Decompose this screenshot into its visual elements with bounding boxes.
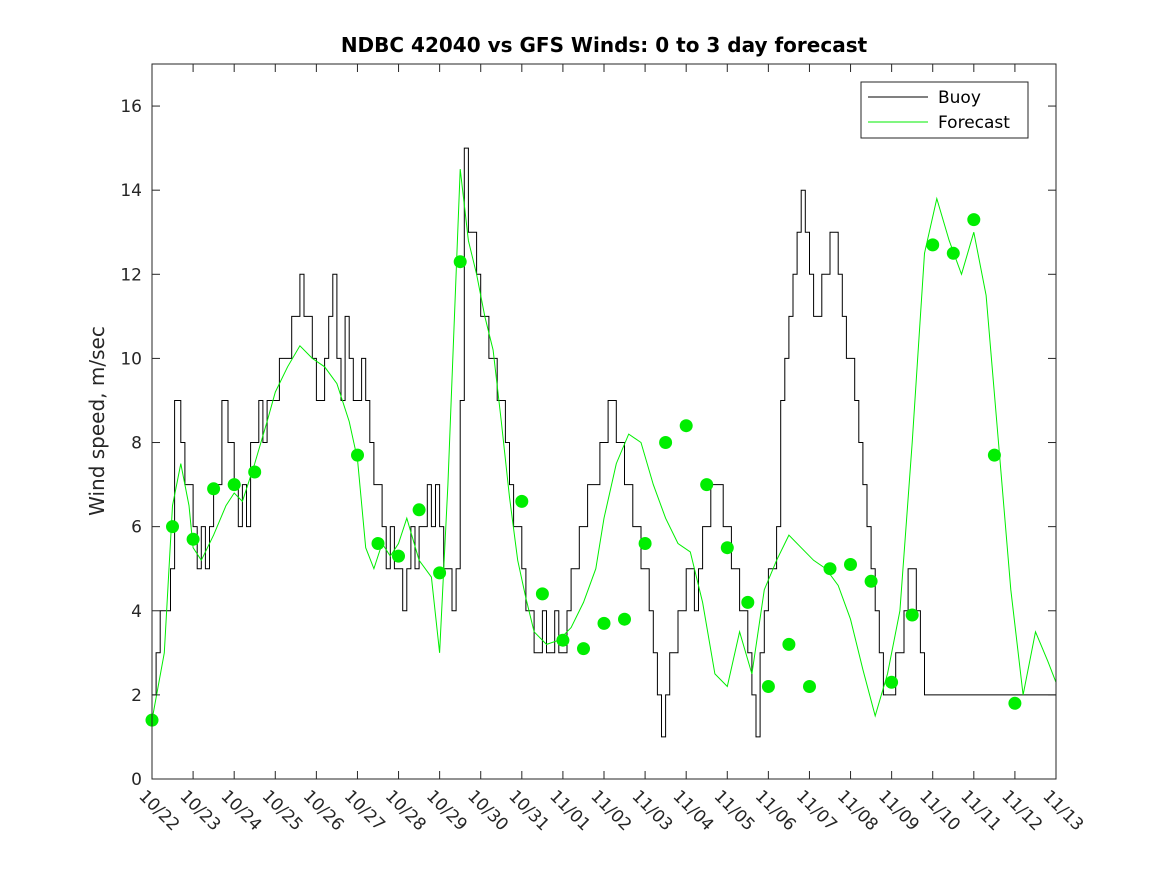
- forecast-marker: [597, 616, 611, 630]
- forecast-marker: [556, 633, 570, 647]
- forecast-marker: [166, 520, 179, 534]
- forecast-marker: [638, 537, 652, 550]
- y-tick-label: 12: [120, 265, 142, 285]
- forecast-marker: [679, 419, 693, 433]
- y-axis-label: Wind speed, m/sec: [85, 326, 109, 516]
- forecast-marker: [659, 436, 673, 449]
- forecast-marker: [844, 558, 857, 571]
- forecast-marker: [371, 537, 385, 550]
- forecast-marker: [433, 566, 447, 580]
- forecast-marker: [741, 595, 755, 609]
- forecast-marker: [946, 246, 960, 260]
- forecast-marker: [392, 549, 405, 563]
- legend: Buoy Forecast: [860, 81, 1029, 139]
- forecast-marker: [351, 448, 364, 462]
- forecast-marker: [803, 680, 816, 693]
- forecast-series: [151, 169, 1057, 721]
- forecast-marker: [248, 465, 262, 479]
- forecast-marker: [967, 213, 981, 227]
- forecast-marker: [905, 608, 919, 622]
- legend-forecast-label: Forecast: [938, 113, 1010, 133]
- y-tick-label: 8: [131, 434, 142, 454]
- y-tick-label: 14: [120, 181, 142, 201]
- forecast-marker: [412, 503, 426, 517]
- buoy-line: [152, 147, 1056, 738]
- forecast-marker: [926, 238, 940, 252]
- legend-buoy-label: Buoy: [938, 88, 981, 108]
- buoy-series: [152, 147, 1056, 738]
- forecast-marker: [987, 448, 1001, 462]
- forecast-marker: [720, 541, 734, 555]
- y-axis: 0 2 4 6 8 10 12 14 16: [120, 97, 1056, 790]
- y-tick-label: 6: [131, 518, 142, 538]
- legend-box: [860, 81, 1029, 139]
- forecast-marker: [761, 680, 775, 693]
- chart-title: NDBC 42040 vs GFS Winds: 0 to 3 day fore…: [341, 33, 868, 57]
- y-tick-label: 0: [131, 770, 142, 790]
- forecast-marker: [700, 478, 714, 492]
- plot-area: [152, 64, 1056, 779]
- forecast-marker: [782, 637, 796, 651]
- y-tick-label: 16: [120, 97, 142, 117]
- forecast-marker: [864, 574, 878, 588]
- forecast-marker: [1008, 696, 1022, 710]
- forecast-marker: [186, 532, 200, 546]
- forecast-marker: [207, 482, 221, 496]
- y-tick-label: 10: [120, 349, 142, 369]
- forecast-marker: [823, 562, 837, 576]
- forecast-marker: [885, 675, 899, 689]
- forecast-marker: [515, 494, 529, 508]
- y-tick-label: 4: [131, 602, 142, 622]
- forecast-line: [151, 169, 1057, 721]
- forecast-marker: [227, 478, 241, 492]
- forecast-marker: [577, 642, 590, 656]
- forecast-marker: [535, 587, 549, 601]
- forecast-marker: [453, 255, 467, 269]
- forecast-marker: [618, 612, 631, 626]
- y-tick-label: 2: [131, 686, 142, 706]
